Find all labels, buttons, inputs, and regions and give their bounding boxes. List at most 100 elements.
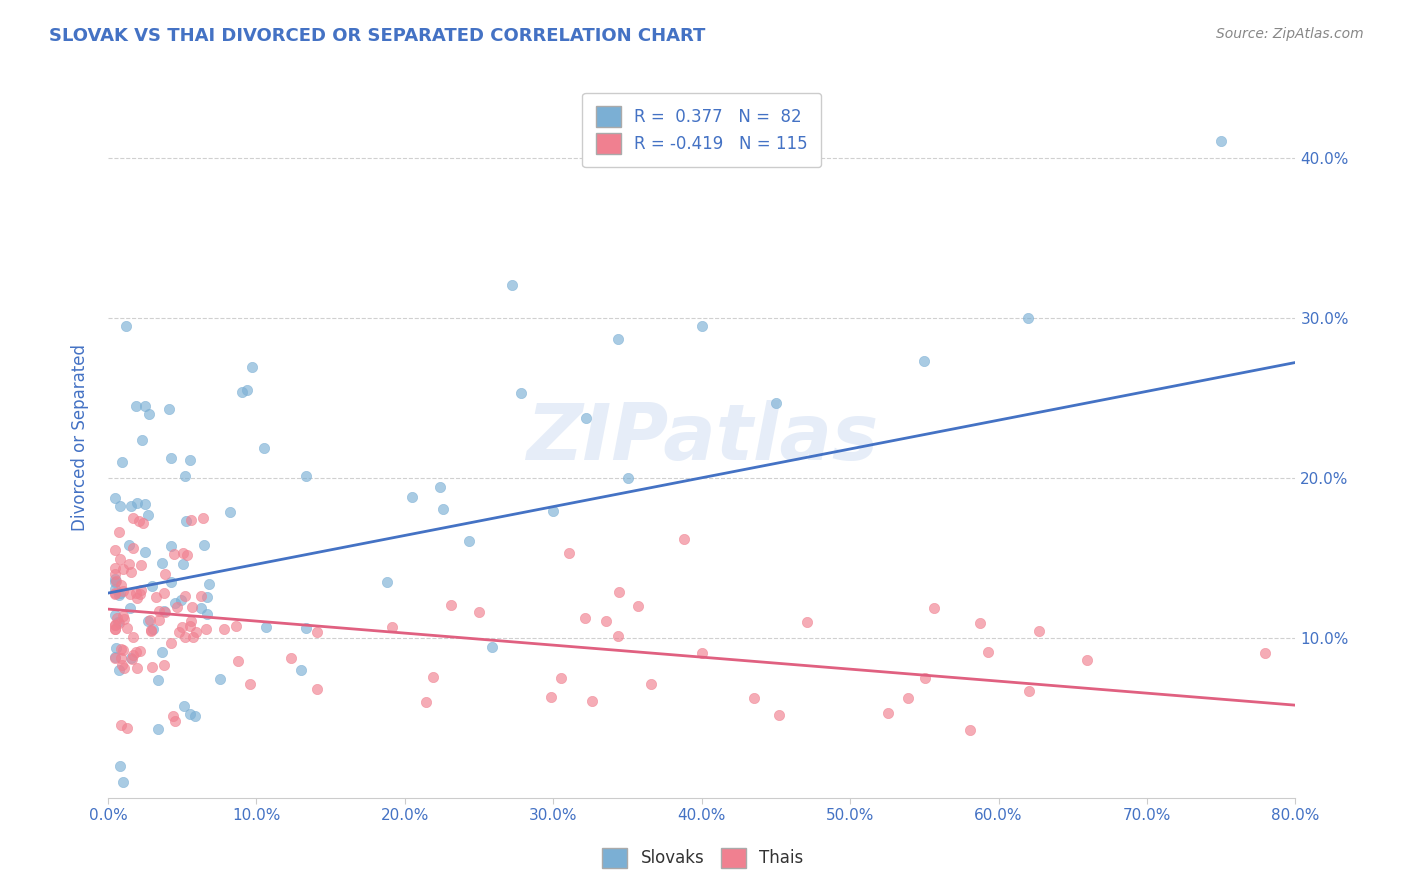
Point — [104, 585, 127, 599]
Point — [117, 557, 139, 571]
Point — [136, 508, 159, 522]
Point — [125, 586, 148, 600]
Point — [120, 651, 142, 665]
Point — [165, 596, 187, 610]
Point — [290, 663, 312, 677]
Point — [481, 640, 503, 654]
Point — [1254, 646, 1277, 660]
Point — [959, 723, 981, 737]
Point — [153, 658, 176, 673]
Point — [607, 585, 630, 599]
Point — [575, 410, 598, 425]
Point — [105, 611, 128, 625]
Point — [104, 543, 127, 558]
Point — [124, 644, 146, 658]
Point — [111, 584, 134, 599]
Point — [429, 480, 451, 494]
Point — [914, 671, 936, 685]
Point — [173, 631, 195, 645]
Point — [110, 577, 132, 591]
Point — [132, 516, 155, 530]
Point — [104, 651, 127, 665]
Point — [180, 513, 202, 527]
Point — [195, 590, 218, 604]
Point — [381, 620, 404, 634]
Point — [122, 541, 145, 555]
Point — [280, 650, 302, 665]
Point — [198, 577, 221, 591]
Point — [1018, 684, 1040, 698]
Point — [422, 670, 444, 684]
Point — [129, 583, 152, 598]
Point — [112, 562, 135, 576]
Point — [540, 690, 562, 704]
Point — [110, 658, 132, 673]
Point — [194, 622, 217, 636]
Point — [120, 601, 142, 615]
Point — [174, 468, 197, 483]
Point — [148, 603, 170, 617]
Point — [184, 708, 207, 723]
Point — [796, 615, 818, 630]
Point — [574, 610, 596, 624]
Point — [110, 651, 132, 665]
Point — [305, 682, 328, 697]
Point — [121, 630, 143, 644]
Point — [142, 622, 165, 636]
Point — [108, 586, 131, 600]
Point — [640, 677, 662, 691]
Point — [118, 538, 141, 552]
Point — [550, 671, 572, 685]
Point — [1017, 310, 1039, 325]
Point — [127, 661, 149, 675]
Point — [155, 566, 177, 581]
Point — [176, 548, 198, 562]
Point — [180, 600, 202, 615]
Point — [115, 721, 138, 735]
Y-axis label: Divorced or Separated: Divorced or Separated — [72, 344, 89, 532]
Point — [209, 672, 232, 686]
Legend: R =  0.377   N =  82, R = -0.419   N = 115: R = 0.377 N = 82, R = -0.419 N = 115 — [582, 93, 821, 167]
Point — [162, 709, 184, 723]
Point — [924, 601, 946, 615]
Point — [501, 277, 523, 292]
Point — [581, 694, 603, 708]
Point — [120, 587, 142, 601]
Point — [1076, 653, 1098, 667]
Point — [190, 600, 212, 615]
Point — [166, 600, 188, 615]
Point — [150, 645, 173, 659]
Point — [458, 533, 481, 548]
Point — [153, 586, 176, 600]
Point — [219, 505, 242, 519]
Point — [104, 491, 127, 505]
Point — [690, 646, 713, 660]
Legend: Slovaks, Thais: Slovaks, Thais — [596, 841, 810, 875]
Point — [112, 608, 135, 623]
Point — [125, 591, 148, 606]
Point — [160, 450, 183, 465]
Point — [510, 385, 533, 400]
Text: SLOVAK VS THAI DIVORCED OR SEPARATED CORRELATION CHART: SLOVAK VS THAI DIVORCED OR SEPARATED COR… — [49, 27, 706, 45]
Point — [150, 556, 173, 570]
Point — [240, 359, 263, 374]
Point — [239, 677, 262, 691]
Point — [673, 532, 696, 546]
Point — [186, 624, 208, 639]
Point — [129, 558, 152, 573]
Point — [174, 515, 197, 529]
Point — [170, 620, 193, 634]
Point — [134, 544, 156, 558]
Point — [104, 622, 127, 636]
Point — [169, 625, 191, 640]
Point — [108, 552, 131, 566]
Point — [606, 332, 628, 346]
Point — [440, 599, 463, 613]
Point — [104, 618, 127, 632]
Point — [765, 396, 787, 410]
Point — [253, 442, 276, 456]
Point — [148, 613, 170, 627]
Point — [146, 673, 169, 688]
Point — [181, 631, 204, 645]
Point — [128, 515, 150, 529]
